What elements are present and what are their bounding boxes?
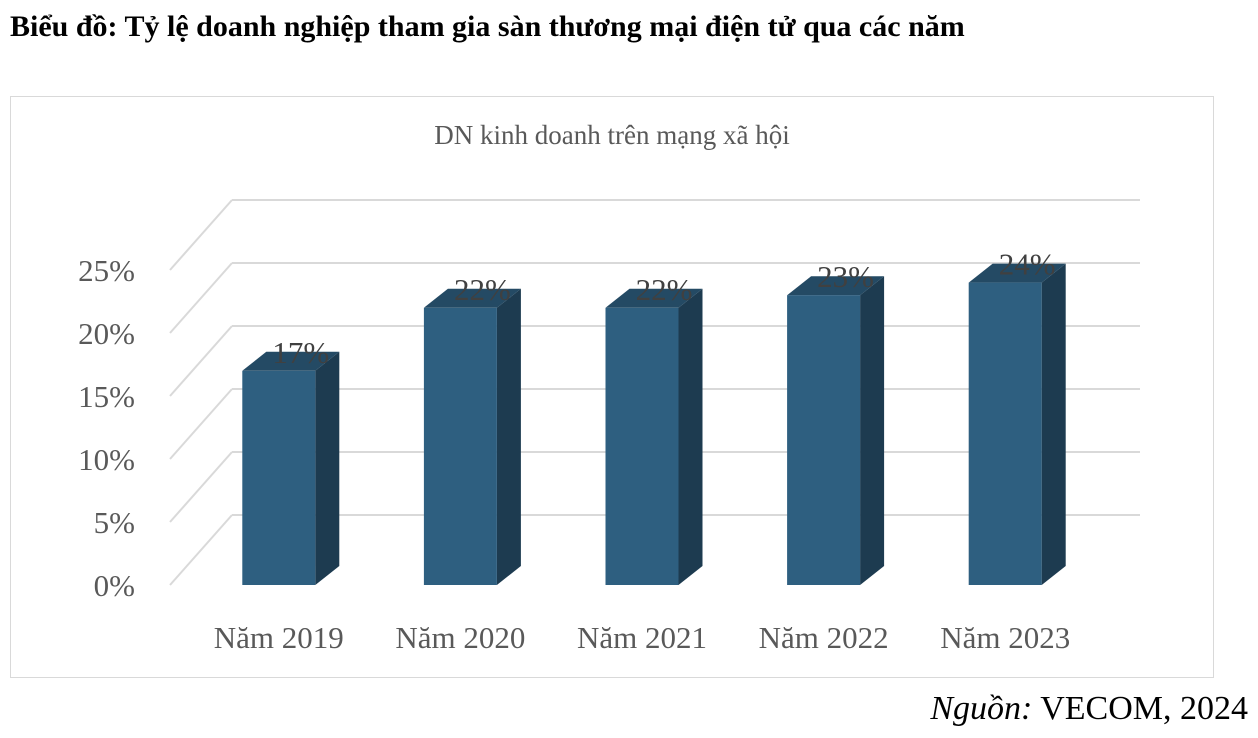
gridline-floor (169, 451, 233, 523)
gridline-floor (169, 325, 233, 397)
bar-top (605, 288, 703, 308)
bar (787, 276, 885, 585)
bar-top (242, 351, 340, 371)
gridline-floor (169, 514, 233, 586)
bar-top (968, 263, 1066, 283)
figure-heading: Biểu đồ: Tỷ lệ doanh nghiệp tham gia sàn… (10, 10, 965, 43)
y-tick-label: 25% (78, 253, 135, 288)
data-label: 23% (817, 259, 874, 294)
x-axis-categories: Năm 2019 Năm 2020 Năm 2021 Năm 2022 Năm 2023 (214, 620, 1070, 655)
x-category-label: Năm 2020 (395, 620, 525, 655)
y-tick-label: 10% (78, 442, 135, 477)
bar (423, 288, 521, 585)
source-value: VECOM, 2024 (1040, 690, 1248, 727)
x-category-label: Năm 2021 (577, 620, 707, 655)
gridline-floor (169, 388, 233, 460)
data-label: 22% (454, 272, 511, 307)
data-label: 22% (636, 272, 693, 307)
gridline-floor (169, 199, 233, 271)
bar (968, 263, 1066, 585)
chart-title: DN kinh doanh trên mạng xã hội (434, 120, 790, 150)
gridline-floor (169, 262, 233, 334)
x-category-label: Năm 2023 (940, 620, 1070, 655)
bar-side (496, 288, 521, 585)
bar (242, 351, 340, 585)
x-category-label: Năm 2022 (759, 620, 889, 655)
x-category-label: Năm 2019 (214, 620, 344, 655)
bar-front (787, 295, 861, 585)
data-labels: 17% 22% 22% 23% 24% (272, 247, 1055, 370)
source-note: Nguồn: VECOM, 2024 (930, 690, 1248, 728)
y-tick-label: 0% (94, 568, 135, 603)
bars (242, 263, 1066, 585)
y-tick-label: 15% (78, 379, 135, 414)
bar-top (423, 288, 521, 308)
data-label: 24% (999, 247, 1056, 282)
y-tick-label: 5% (94, 505, 135, 540)
y-tick-label: 20% (78, 316, 135, 351)
bar-side (315, 351, 340, 585)
bar (605, 288, 703, 585)
bar-front (605, 307, 679, 585)
bar-front (242, 370, 316, 585)
bar-side (1041, 263, 1066, 585)
bar-side (860, 276, 885, 585)
bar-front (423, 307, 497, 585)
y-axis-ticks: 0% 5% 10% 15% 20% 25% (78, 253, 135, 603)
data-label: 17% (272, 335, 329, 370)
bar-side (678, 288, 703, 585)
bar-front (968, 282, 1042, 585)
source-label: Nguồn: (930, 690, 1033, 727)
bar-top (787, 276, 885, 296)
